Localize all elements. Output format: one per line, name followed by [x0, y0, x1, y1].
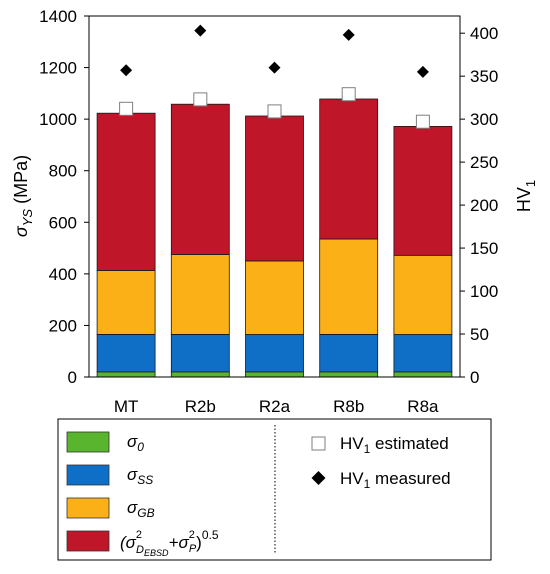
bar-segment-mt-s2 — [96, 270, 156, 335]
bar-segment-r8b-s2 — [319, 238, 379, 335]
x-tick-label-r2b: R2b — [185, 397, 216, 416]
markers-layer — [119, 24, 430, 129]
y-tick-label-1000: 1000 — [39, 110, 77, 129]
bar-segment-mt-s3 — [96, 112, 156, 271]
bar-segment-r2a-s2 — [245, 260, 304, 335]
bar-segment-r2b-s3 — [170, 103, 230, 255]
hv-measured-marker-mt — [120, 64, 133, 77]
hv-estimated-marker-r8b — [341, 87, 356, 102]
y2-tick-label-50: 50 — [470, 325, 489, 344]
plot-frame — [88, 15, 461, 378]
legend-swatch-sigma-combined — [66, 530, 110, 552]
legend-marker-hv-measured — [311, 471, 326, 485]
hv-estimated-marker-r8a — [415, 114, 430, 129]
y2-tick-label-400: 400 — [470, 24, 498, 43]
y-axis-title: σYS (MPa) — [11, 155, 35, 237]
bar-segment-r8b-s3 — [319, 98, 379, 240]
legend-marker-hv-estimated — [311, 436, 326, 451]
legend-label-sigma-0: σ0 — [127, 432, 144, 454]
legend-label-sigma-ss: σSS — [127, 465, 153, 487]
y2-tick-label-0: 0 — [470, 368, 479, 387]
bar-segment-r2a-s1 — [245, 334, 304, 373]
hv-estimated-marker-r2b — [193, 92, 208, 107]
bar-segment-r8b-s0 — [319, 371, 379, 378]
bars-layer — [96, 98, 453, 378]
legend: σ0 σSS σGB (σ2 DEBSD+σ2 P)0.5 HV1 estimate… — [57, 418, 492, 561]
bar-segment-r8a-s0 — [393, 371, 453, 378]
y-tick-label-1400: 1400 — [39, 7, 77, 26]
x-tick-label-r8a: R8a — [407, 397, 439, 416]
y-tick-label-800: 800 — [49, 162, 77, 181]
y2-tick-label-100: 100 — [470, 282, 498, 301]
hv-estimated-marker-r2a — [267, 104, 282, 119]
bar-segment-r8a-s2 — [393, 254, 453, 335]
y-tick-label-1200: 1200 — [39, 59, 77, 78]
y-tick-label-600: 600 — [49, 213, 77, 232]
bar-segment-r2b-s2 — [170, 254, 230, 335]
y-tick-label-0: 0 — [68, 368, 77, 387]
legend-label-sigma-combined: (σ2 DEBSD+σ2 P)0.5 — [120, 528, 219, 558]
bar-segment-mt-s0 — [96, 371, 156, 378]
y2-tick-label-250: 250 — [470, 153, 498, 172]
legend-swatch-sigma-ss — [66, 464, 110, 486]
bar-segment-mt-s1 — [96, 334, 156, 373]
x-tick-label-mt: MT — [114, 397, 139, 416]
axes-layer: MT R2b R2a R8b R8a 0 200 400 600 800 1000 1200 1400 0… — [39, 7, 498, 416]
y-tick-label-200: 200 — [49, 316, 77, 335]
bar-segment-r2a-s0 — [245, 371, 304, 378]
hv-measured-marker-r8b — [342, 28, 355, 41]
y2-tick-label-150: 150 — [470, 239, 498, 258]
bar-segment-r8a-s3 — [393, 126, 453, 256]
y2-tick-label-350: 350 — [470, 67, 498, 86]
bar-segment-r2a-s3 — [245, 115, 304, 262]
legend-label-sigma-gb: σGB — [127, 498, 155, 520]
legend-label-hv-measured: HV1 measured — [340, 469, 451, 491]
bar-segment-r2b-s1 — [170, 334, 230, 373]
legend-swatch-sigma-gb — [66, 497, 110, 519]
legend-label-hv-estimated: HV1 estimated — [340, 434, 449, 456]
legend-swatch-sigma-0 — [66, 431, 110, 453]
y2-tick-label-300: 300 — [470, 110, 498, 129]
x-tick-label-r8b: R8b — [333, 397, 364, 416]
hv-estimated-marker-mt — [119, 101, 134, 116]
y2-tick-label-200: 200 — [470, 196, 498, 215]
hv-measured-marker-r8a — [416, 65, 429, 78]
hv-measured-marker-r2b — [194, 24, 207, 37]
y2-axis-title: HV1 — [514, 180, 538, 212]
y-tick-label-400: 400 — [49, 265, 77, 284]
x-tick-label-r2a: R2a — [259, 397, 291, 416]
bar-segment-r8b-s1 — [319, 334, 379, 373]
hv-measured-marker-r2a — [268, 61, 281, 74]
bar-segment-r2b-s0 — [170, 371, 230, 378]
bar-segment-r8a-s1 — [393, 334, 453, 373]
